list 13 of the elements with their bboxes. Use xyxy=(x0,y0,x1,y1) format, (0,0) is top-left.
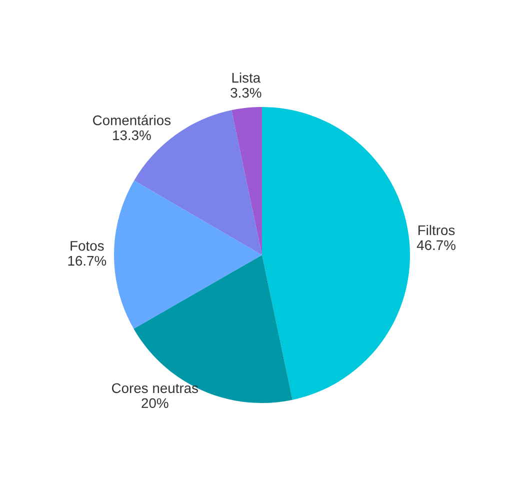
slice-label: Filtros xyxy=(418,224,455,236)
slice-label: Fotos xyxy=(70,241,104,251)
data-label: 46.7% xyxy=(416,240,456,250)
data-label: 13.3% xyxy=(113,130,151,140)
slice-label: Lista xyxy=(232,72,261,83)
pie-slice xyxy=(232,107,262,255)
pie-slice xyxy=(114,180,262,329)
slice-label: Cores neutras xyxy=(112,383,198,394)
data-label: 16.7% xyxy=(68,256,106,266)
slice-label: Comentários xyxy=(93,114,171,126)
data-label: 3.3% xyxy=(230,88,262,98)
data-label: 20% xyxy=(142,398,168,408)
pie-slice xyxy=(262,107,410,400)
